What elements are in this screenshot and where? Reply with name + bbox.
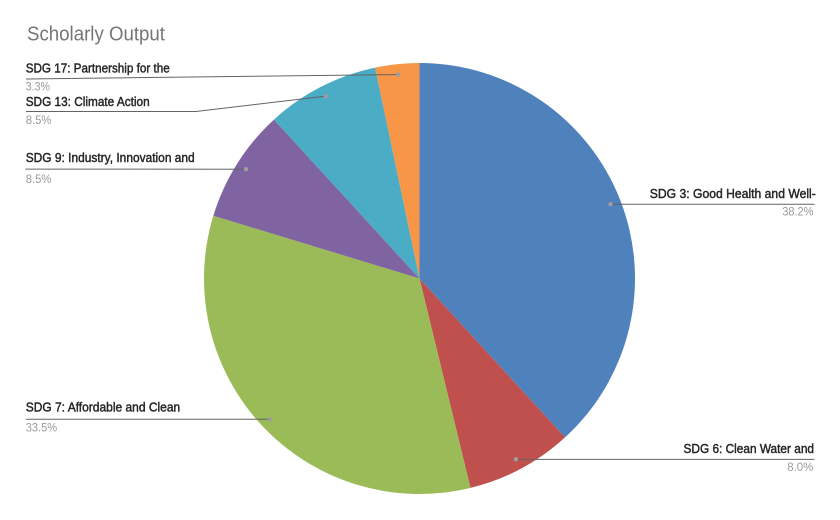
svg-text:3.3%: 3.3%	[26, 81, 50, 93]
svg-text:38.2%: 38.2%	[782, 206, 813, 218]
svg-text:8.5%: 8.5%	[26, 115, 52, 127]
svg-text:SDG 6: Clean Water and: SDG 6: Clean Water and	[684, 441, 815, 456]
svg-text:SDG 7: Affordable and Clean: SDG 7: Affordable and Clean	[26, 400, 181, 415]
svg-text:33.5%: 33.5%	[26, 423, 57, 435]
svg-text:Scholarly Output: Scholarly Output	[27, 24, 165, 46]
svg-text:SDG 9: Industry, Innovation an: SDG 9: Industry, Innovation and	[26, 150, 195, 165]
svg-text:SDG 3: Good Health and Well-: SDG 3: Good Health and Well-	[650, 186, 816, 201]
svg-text:8.5%: 8.5%	[26, 174, 52, 186]
svg-text:SDG 13: Climate Action: SDG 13: Climate Action	[26, 94, 150, 109]
svg-text:SDG 17: Partnership for the: SDG 17: Partnership for the	[26, 60, 170, 75]
svg-text:8.0%: 8.0%	[787, 462, 813, 474]
